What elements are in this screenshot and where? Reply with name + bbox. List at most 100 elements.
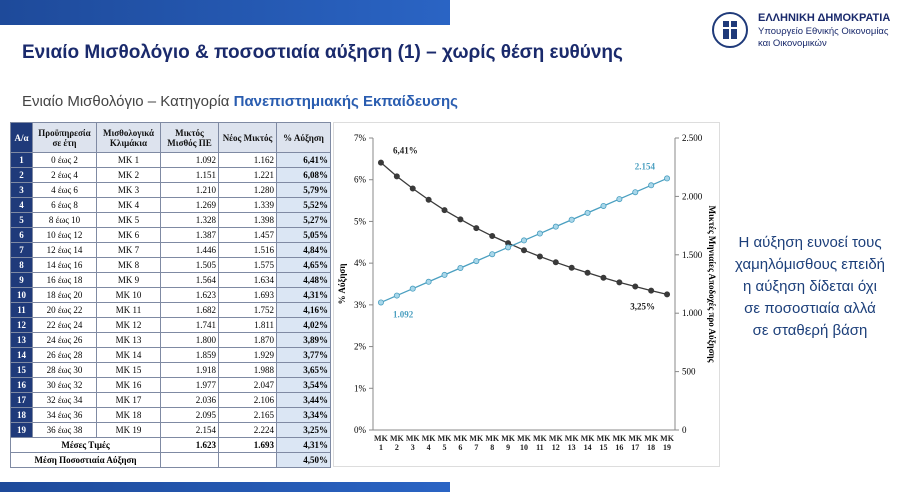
table-cell: 1.741 — [160, 317, 219, 333]
data-point — [552, 223, 559, 230]
y2-tick-label: 2.000 — [682, 191, 703, 201]
data-point — [425, 278, 432, 285]
table-cell: 12 — [10, 317, 33, 333]
table-cell: ΜΚ 8 — [96, 257, 161, 273]
data-point — [648, 287, 655, 294]
table-cell: 16 έως 18 — [32, 272, 97, 288]
table-row: 18 34 έως 36 ΜΚ 18 2.095 2.165 3,34% — [10, 407, 331, 423]
table-cell: ΜΚ 12 — [96, 317, 161, 333]
table-cell: 1.693 — [218, 287, 277, 303]
mean-label: Μέση Ποσοστιαία Αύξηση — [10, 452, 161, 468]
table-cell: 5,05% — [276, 227, 331, 243]
table-cell: 1.800 — [160, 332, 219, 348]
table-cell: 5,79% — [276, 182, 331, 198]
data-point — [536, 253, 543, 260]
subtitle-bold: Πανεπιστημιακής Εκπαίδευσης — [233, 93, 458, 110]
data-point — [632, 189, 639, 196]
column-header: Προϋπηρεσία σε έτη — [32, 122, 97, 153]
table-cell: 1.682 — [160, 302, 219, 318]
table-cell: 7 — [10, 242, 33, 258]
x-tick-label: ΜΚ 6 — [453, 434, 468, 452]
table-cell: 4,02% — [276, 317, 331, 333]
table-cell: 2.106 — [218, 392, 277, 408]
x-tick-label: ΜΚ 17 — [628, 434, 643, 452]
subtitle: Ενιαίο Μισθολόγιο – Κατηγορία Πανεπιστημ… — [22, 93, 458, 110]
top-bar — [0, 0, 450, 25]
table-cell: 1.269 — [160, 197, 219, 213]
table-cell: ΜΚ 16 — [96, 377, 161, 393]
emblem — [712, 12, 748, 48]
table-cell: ΜΚ 14 — [96, 347, 161, 363]
table-row: 14 26 έως 28 ΜΚ 14 1.859 1.929 3,77% — [10, 347, 331, 363]
table-cell: 26 έως 28 — [32, 347, 97, 363]
table-cell: 18 έως 20 — [32, 287, 97, 303]
table-row: 6 10 έως 12 ΜΚ 6 1.387 1.457 5,05% — [10, 227, 331, 243]
data-label: 1.092 — [393, 309, 414, 319]
table-cell: ΜΚ 18 — [96, 407, 161, 423]
table-cell: ΜΚ 4 — [96, 197, 161, 213]
data-point — [616, 196, 623, 203]
table-cell: 2.154 — [160, 422, 219, 438]
y2-tick-label: 500 — [682, 367, 696, 377]
x-tick-label: ΜΚ 1 — [374, 434, 388, 452]
y-tick-label: 6% — [354, 175, 367, 185]
table-row: 11 20 έως 22 ΜΚ 11 1.682 1.752 4,16% — [10, 302, 331, 318]
column-header: Νέος Μικτός — [218, 122, 277, 153]
data-point — [393, 173, 400, 180]
table-row: 17 32 έως 34 ΜΚ 17 2.036 2.106 3,44% — [10, 392, 331, 408]
table-cell: ΜΚ 13 — [96, 332, 161, 348]
data-point — [632, 283, 639, 290]
salary-table: Α/α Προϋπηρεσία σε έτη Μισθολογικά Κλιμάκι… — [10, 122, 331, 468]
table-cell: 6 έως 8 — [32, 197, 97, 213]
x-tick-label: ΜΚ 2 — [389, 434, 404, 452]
table-cell: 28 έως 30 — [32, 362, 97, 378]
data-point — [441, 271, 448, 278]
table-cell: ΜΚ 11 — [96, 302, 161, 318]
data-label: 6,41% — [393, 146, 418, 156]
table-cell: 1.221 — [218, 167, 277, 183]
table-row: 19 36 έως 38 ΜΚ 19 2.154 2.224 3,25% — [10, 422, 331, 438]
averages-cell: 4,31% — [276, 437, 331, 453]
table-cell: 3,44% — [276, 392, 331, 408]
table-cell: ΜΚ 2 — [96, 167, 161, 183]
empty-cell — [218, 452, 277, 468]
table-cell: 32 έως 34 — [32, 392, 97, 408]
table-cell: 2 — [10, 167, 33, 183]
table-cell: ΜΚ 15 — [96, 362, 161, 378]
data-point — [648, 182, 655, 189]
table-cell: 3,65% — [276, 362, 331, 378]
table-cell: 2.165 — [218, 407, 277, 423]
data-label: 3,25% — [630, 301, 655, 311]
table-row: 16 30 έως 32 ΜΚ 16 1.977 2.047 3,54% — [10, 377, 331, 393]
table-cell: 6,08% — [276, 167, 331, 183]
data-point — [441, 207, 448, 214]
averages-cell: 1.693 — [218, 437, 277, 453]
y-tick-label: 3% — [354, 300, 367, 310]
table-cell: ΜΚ 10 — [96, 287, 161, 303]
table-row: 13 24 έως 26 ΜΚ 13 1.800 1.870 3,89% — [10, 332, 331, 348]
data-point — [568, 216, 575, 223]
table-cell: 1.092 — [160, 152, 219, 168]
x-tick-label: ΜΚ 5 — [437, 434, 452, 452]
table-cell: 4 — [10, 197, 33, 213]
data-point — [473, 258, 480, 265]
table-cell: 2 έως 4 — [32, 167, 97, 183]
table-cell: 1.339 — [218, 197, 277, 213]
subtitle-text: Ενιαίο Μισθολόγιο – Κατηγορία — [22, 93, 234, 110]
data-label: 2.154 — [635, 161, 656, 171]
table-cell: 1.752 — [218, 302, 277, 318]
table-cell: 8 — [10, 257, 33, 273]
table-cell: 6 — [10, 227, 33, 243]
table-cell: 5,27% — [276, 212, 331, 228]
x-tick-label: ΜΚ 11 — [533, 434, 547, 452]
data-point — [457, 216, 464, 223]
data-point — [409, 285, 416, 292]
series-line — [380, 162, 668, 296]
table-cell: 1.564 — [160, 272, 219, 288]
table-cell: 16 — [10, 377, 33, 393]
table-cell: 0 έως 2 — [32, 152, 97, 168]
data-point — [584, 269, 591, 276]
table-cell: 1.977 — [160, 377, 219, 393]
